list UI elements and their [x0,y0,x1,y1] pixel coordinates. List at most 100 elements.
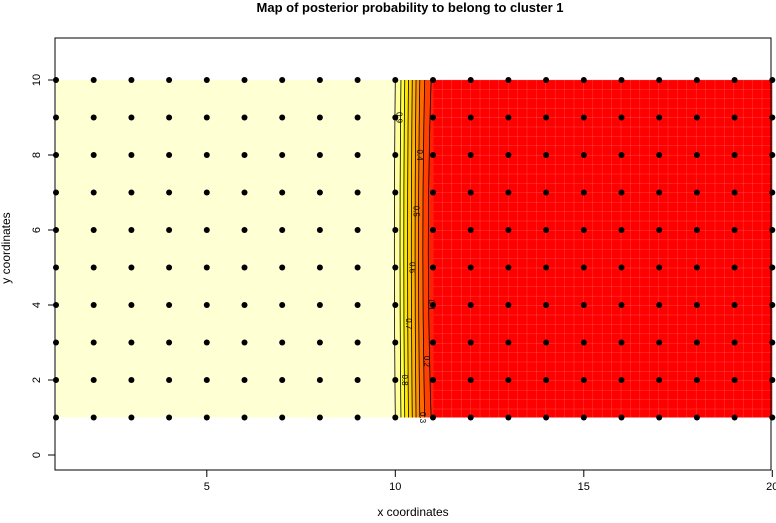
plot-area: 0.90.80.70.60.50.40.30.20.15101520024681… [31,37,776,493]
data-point [203,189,210,196]
probability-band [403,80,409,418]
data-point [693,377,700,383]
data-point [467,114,474,121]
data-point [166,227,173,233]
data-point [656,77,663,83]
data-point [203,77,210,83]
probability-band [411,80,417,418]
data-point [316,302,323,308]
data-point [769,377,776,383]
data-point [392,227,399,233]
data-point [618,227,625,233]
data-point [543,227,550,233]
data-point [316,264,323,271]
data-point [203,302,210,308]
data-point [53,77,59,83]
data-point [580,264,587,271]
data-point [430,152,436,158]
data-point [316,77,323,83]
data-point [580,114,587,121]
data-point [505,377,512,383]
y-tick-label: 6 [31,227,43,233]
data-point [618,152,625,158]
low-probability-region [431,80,773,418]
data-point [392,339,399,346]
x-tick-label: 15 [578,481,590,493]
data-point [656,264,663,271]
data-point [731,189,738,196]
y-tick-label: 10 [31,74,43,86]
data-point [430,377,436,383]
data-point [354,77,361,83]
data-point [693,77,700,83]
data-point [279,302,286,308]
data-point [203,114,210,121]
data-point [731,302,738,308]
contour-line [399,79,402,418]
contour-label: 0.4 [415,149,424,161]
data-point [53,189,59,196]
data-point [731,77,738,83]
data-point [128,227,135,233]
data-point [203,264,210,271]
data-point [731,264,738,271]
data-point [505,152,512,158]
data-point [580,77,587,83]
data-point [656,377,663,383]
data-point [618,264,625,271]
data-point [128,152,135,158]
probability-band [400,80,405,418]
data-point [467,227,474,233]
data-point [53,227,59,233]
data-point [618,114,625,121]
data-point [769,189,776,196]
contour-line [393,79,396,418]
x-tick-label: 5 [204,481,210,493]
data-point [467,264,474,271]
data-point [505,414,512,421]
data-point [279,227,286,233]
data-point [241,152,248,158]
data-point [392,189,399,196]
data-point [241,377,248,383]
data-point [90,414,97,421]
data-point [279,114,286,121]
chart-title: Map of posterior probability to belong t… [257,0,564,15]
data-point [618,302,625,308]
contour-label: 0.7 [404,318,413,330]
data-point [166,264,173,271]
data-point [241,114,248,121]
data-point [354,302,361,308]
data-point [543,114,550,121]
data-point [203,227,210,233]
data-point [693,189,700,196]
data-point [241,339,248,346]
contour-line [422,79,426,418]
data-point [656,152,663,158]
data-point [580,152,587,158]
data-point [279,414,286,421]
data-point [430,189,436,196]
data-point [467,339,474,346]
data-point [543,77,550,83]
data-point [505,77,512,83]
contour-line [407,79,409,418]
data-point [241,77,248,83]
data-point [90,227,97,233]
data-point [354,377,361,383]
data-point [543,264,550,271]
data-point [90,77,97,83]
data-point [731,377,738,383]
data-point [166,114,173,121]
data-point [203,339,210,346]
data-point [769,114,776,121]
data-point [128,189,135,196]
contour-label: 0.3 [418,412,427,424]
data-point [693,152,700,158]
data-point [128,414,135,421]
data-point [543,339,550,346]
data-point [430,114,436,121]
data-point [128,302,135,308]
data-point [166,414,173,421]
